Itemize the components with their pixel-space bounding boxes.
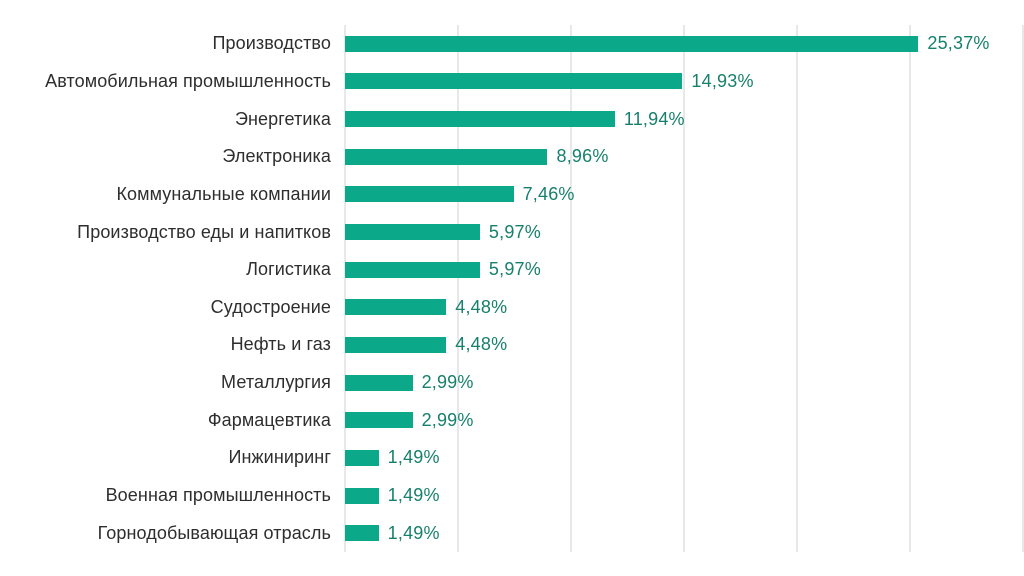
category-label: Фармацевтика	[207, 409, 331, 430]
bar-row: Электроника 8,96%	[0, 138, 1024, 176]
value-label: 1,49%	[387, 485, 440, 505]
category-label: Инжиниринг	[228, 447, 331, 468]
category-label: Производство еды и напитков	[77, 221, 331, 242]
bar-row: Автомобильная промышленность 14,93%	[0, 63, 1024, 101]
category-label: Военная промышленность	[105, 485, 331, 505]
bar	[345, 336, 447, 353]
bar-track: 4,48%	[345, 297, 1023, 318]
bar	[345, 35, 919, 52]
bar	[345, 525, 379, 542]
gridline	[344, 25, 346, 552]
gridline	[683, 25, 685, 552]
value-label: 2,99%	[421, 372, 474, 393]
bar	[345, 111, 615, 128]
bar	[345, 224, 480, 241]
gridline	[909, 25, 911, 552]
bar-track: 4,48%	[345, 334, 1023, 355]
bar-row: Коммунальные компании 7,46%	[0, 176, 1024, 214]
bar	[345, 73, 683, 90]
chart-rows: Производство 25,37% Автомобильная промышле…	[0, 25, 1024, 552]
bar	[345, 261, 480, 278]
bar-row: Нефть и газ 4,48%	[0, 326, 1024, 364]
bar	[345, 449, 379, 466]
bar-track: 7,46%	[345, 184, 1023, 205]
bar-row: Фармацевтика 2,99%	[0, 401, 1024, 439]
category-label: Коммунальные компании	[116, 183, 331, 204]
gridline	[1022, 25, 1024, 552]
bar	[345, 148, 548, 165]
gridline	[796, 25, 798, 552]
category-label: Логистика	[246, 259, 331, 280]
bar-track: 1,49%	[345, 447, 1023, 468]
bar-row: Инжиниринг 1,49%	[0, 439, 1024, 477]
bar-track: 1,49%	[345, 523, 1023, 544]
value-label: 5,97%	[488, 221, 541, 242]
bar-row: Логистика 5,97%	[0, 251, 1024, 289]
category-label: Электроника	[222, 146, 331, 167]
value-label: 5,97%	[488, 259, 541, 280]
bar-track: 2,99%	[345, 410, 1023, 431]
category-label: Судостроение	[210, 296, 331, 317]
bar	[345, 412, 413, 429]
value-label: 1,49%	[387, 447, 440, 468]
bar-track: 8,96%	[345, 146, 1023, 167]
bar-track: 1,49%	[345, 485, 1023, 506]
gridline	[570, 25, 572, 552]
bar-row: Металлургия 2,99%	[0, 364, 1024, 402]
category-label: Энергетика	[234, 108, 331, 129]
bar-track: 14,93%	[345, 71, 1023, 92]
bar-track: 5,97%	[345, 259, 1023, 280]
bar	[345, 487, 379, 504]
bar-track: 25,37%	[345, 33, 1023, 54]
bar-row: Производство 25,37%	[0, 25, 1024, 63]
bar-row: Судостроение 4,48%	[0, 288, 1024, 326]
value-label: 1,49%	[387, 522, 440, 543]
value-label: 4,48%	[455, 296, 508, 317]
bar-row: Производство еды и напитков 5,97%	[0, 213, 1024, 251]
category-label: Нефть и газ	[230, 334, 331, 355]
bar-row: Военная промышленность 1,49%	[0, 477, 1024, 515]
bar	[345, 374, 413, 391]
category-label: Металлургия	[221, 372, 331, 393]
category-label: Автомобильная промышленность	[45, 70, 331, 91]
bar-row: Энергетика 11,94%	[0, 100, 1024, 138]
category-label: Производство	[212, 33, 331, 54]
bar-track: 2,99%	[345, 372, 1023, 393]
bar-track: 11,94%	[345, 109, 1023, 130]
value-label: 11,94%	[623, 108, 685, 129]
grid-layer	[344, 25, 1024, 552]
bar-track: 5,97%	[345, 222, 1023, 243]
value-label: 2,99%	[421, 409, 474, 430]
bar	[345, 186, 514, 203]
gridline	[457, 25, 459, 552]
bar-row: Горнодобывающая отрасль 1,49%	[0, 514, 1024, 552]
value-label: 8,96%	[556, 146, 609, 167]
value-label: 4,48%	[455, 334, 508, 355]
value-label: 25,37%	[927, 33, 990, 54]
value-label: 7,46%	[522, 183, 575, 204]
value-label: 14,93%	[691, 70, 754, 91]
bar	[345, 299, 447, 316]
category-label: Горнодобывающая отрасль	[97, 522, 331, 543]
